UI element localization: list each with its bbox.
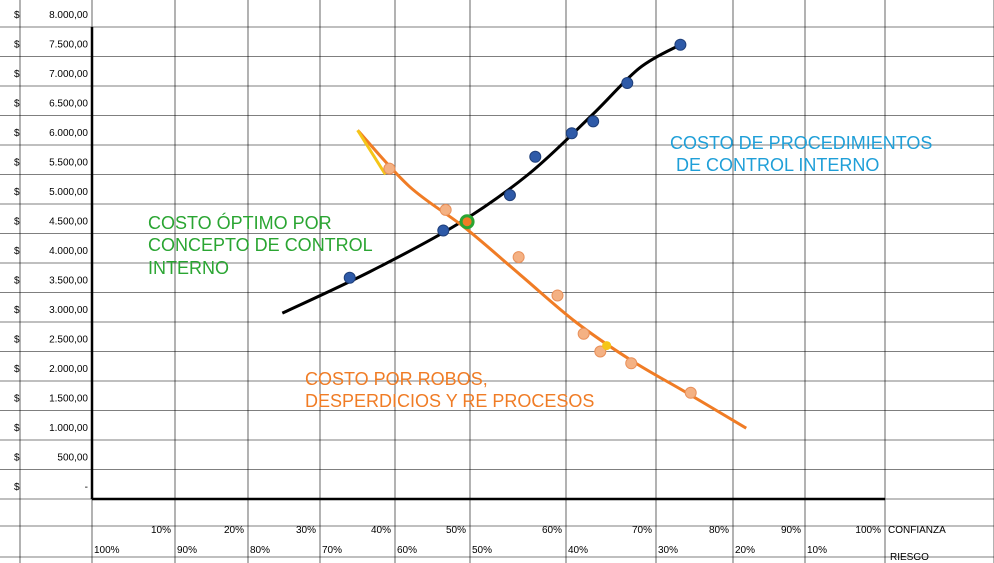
x-tick-riesgo: 90% bbox=[177, 545, 197, 556]
data-point-control bbox=[565, 127, 578, 140]
y-tick-label: 2.000,00 bbox=[49, 364, 88, 375]
y-tick-label: 3.000,00 bbox=[49, 305, 88, 316]
x-tick-riesgo: 40% bbox=[568, 545, 588, 556]
x-tick-riesgo: 10% bbox=[807, 545, 827, 556]
control-label-line2: DE CONTROL INTERNO bbox=[676, 155, 879, 175]
y-tick-currency: $ bbox=[14, 99, 20, 110]
y-tick-currency: $ bbox=[14, 276, 20, 287]
data-points bbox=[343, 38, 697, 399]
trend-curves bbox=[281, 43, 747, 430]
x-tick-riesgo: 60% bbox=[397, 545, 417, 556]
y-tick-label: 1.000,00 bbox=[49, 423, 88, 434]
data-point-robos bbox=[684, 386, 697, 399]
y-tick-label: 1.500,00 bbox=[49, 394, 88, 405]
y-tick-label: 8.000,00 bbox=[49, 10, 88, 21]
y-tick-label: 5.000,00 bbox=[49, 187, 88, 198]
x-tick-confianza: 100% bbox=[855, 525, 881, 536]
x-tick-confianza: 40% bbox=[371, 525, 391, 536]
y-tick-label: 7.000,00 bbox=[49, 69, 88, 80]
x-tick-riesgo: 30% bbox=[658, 545, 678, 556]
x-axis-label-riesgo: RIESGO bbox=[890, 552, 929, 563]
y-tick-label: 7.500,00 bbox=[49, 40, 88, 51]
y-tick-label: 2.500,00 bbox=[49, 335, 88, 346]
x-tick-confianza: 90% bbox=[781, 525, 801, 536]
y-tick-currency: $ bbox=[14, 246, 20, 257]
y-tick-currency: $ bbox=[14, 10, 20, 21]
data-point-control bbox=[529, 150, 542, 163]
y-tick-label: 6.000,00 bbox=[49, 128, 88, 139]
y-tick-label: 4.500,00 bbox=[49, 217, 88, 228]
data-point-control bbox=[674, 38, 687, 51]
x-tick-confianza: 60% bbox=[542, 525, 562, 536]
x-tick-riesgo: 80% bbox=[250, 545, 270, 556]
x-tick-riesgo: 70% bbox=[322, 545, 342, 556]
x-tick-confianza: 70% bbox=[632, 525, 652, 536]
x-axis-label-confianza: CONFIANZA bbox=[888, 525, 946, 536]
trend-line-control bbox=[281, 43, 682, 315]
x-tick-confianza: 80% bbox=[709, 525, 729, 536]
x-tick-riesgo: 50% bbox=[472, 545, 492, 556]
x-tick-confianza: 30% bbox=[296, 525, 316, 536]
y-tick-currency: $ bbox=[14, 423, 20, 434]
x-tick-confianza: 50% bbox=[446, 525, 466, 536]
data-point-robos bbox=[551, 289, 564, 302]
optimum-point bbox=[459, 214, 475, 230]
optimum-label-line2: CONCEPTO DE CONTROL bbox=[148, 235, 373, 255]
data-point-robos bbox=[625, 357, 638, 370]
data-point-control bbox=[503, 189, 516, 202]
data-point-robos bbox=[594, 345, 607, 358]
optimum-label-line3: INTERNO bbox=[148, 258, 229, 278]
trend-line-robos bbox=[356, 129, 747, 430]
y-tick-currency: $ bbox=[14, 305, 20, 316]
y-tick-currency: $ bbox=[14, 158, 20, 169]
y-tick-label: - bbox=[85, 482, 88, 493]
y-tick-currency: $ bbox=[14, 217, 20, 228]
y-tick-currency: $ bbox=[14, 128, 20, 139]
data-point-control bbox=[437, 224, 450, 237]
x-tick-riesgo: 100% bbox=[94, 545, 120, 556]
x-tick-riesgo: 20% bbox=[735, 545, 755, 556]
y-axis-ticks: $8.000,00 $ 7.500,00 $ 7.000,00 $ 6.500,00 $ 6.0… bbox=[14, 10, 88, 493]
y-tick-currency: $ bbox=[14, 394, 20, 405]
data-point-control bbox=[343, 271, 356, 284]
data-point-robos bbox=[439, 203, 452, 216]
y-tick-label: 4.000,00 bbox=[49, 246, 88, 257]
robos-label-line2: DESPERDICIOS Y RE PROCESOS bbox=[305, 391, 594, 411]
y-tick-currency: $ bbox=[14, 482, 20, 493]
x-tick-confianza: 10% bbox=[151, 525, 171, 536]
y-tick-currency: $ bbox=[14, 453, 20, 464]
x-tick-confianza: 20% bbox=[224, 525, 244, 536]
control-label-line1: COSTO DE PROCEDIMIENTOS bbox=[670, 133, 932, 153]
y-tick-label: 3.500,00 bbox=[49, 276, 88, 287]
y-tick-currency: $ bbox=[14, 187, 20, 198]
annotations: COSTO ÓPTIMO POR CONCEPTO DE CONTROL INT… bbox=[148, 133, 932, 411]
data-point-control bbox=[587, 115, 600, 128]
y-tick-label: 6.500,00 bbox=[49, 99, 88, 110]
y-tick-label: 500,00 bbox=[57, 453, 88, 464]
y-tick-currency: $ bbox=[14, 335, 20, 346]
data-point-control bbox=[621, 77, 634, 90]
optimum-label-line1: COSTO ÓPTIMO POR bbox=[148, 212, 332, 233]
y-tick-currency: $ bbox=[14, 40, 20, 51]
y-tick-currency: $ bbox=[14, 364, 20, 375]
data-point-robos bbox=[383, 162, 396, 175]
data-point-robos bbox=[512, 251, 525, 264]
x-axis-ticks: 10% 100% 20% 90% 30% 80% 40% 70% 50% 60% 60% 50% 70%… bbox=[94, 525, 946, 563]
robos-label-line1: COSTO POR ROBOS, bbox=[305, 369, 488, 389]
data-point-robos bbox=[577, 327, 590, 340]
y-tick-currency: $ bbox=[14, 69, 20, 80]
highlight-point bbox=[602, 341, 612, 351]
y-tick-label: 5.500,00 bbox=[49, 158, 88, 169]
trend-line-highlight bbox=[356, 129, 387, 176]
